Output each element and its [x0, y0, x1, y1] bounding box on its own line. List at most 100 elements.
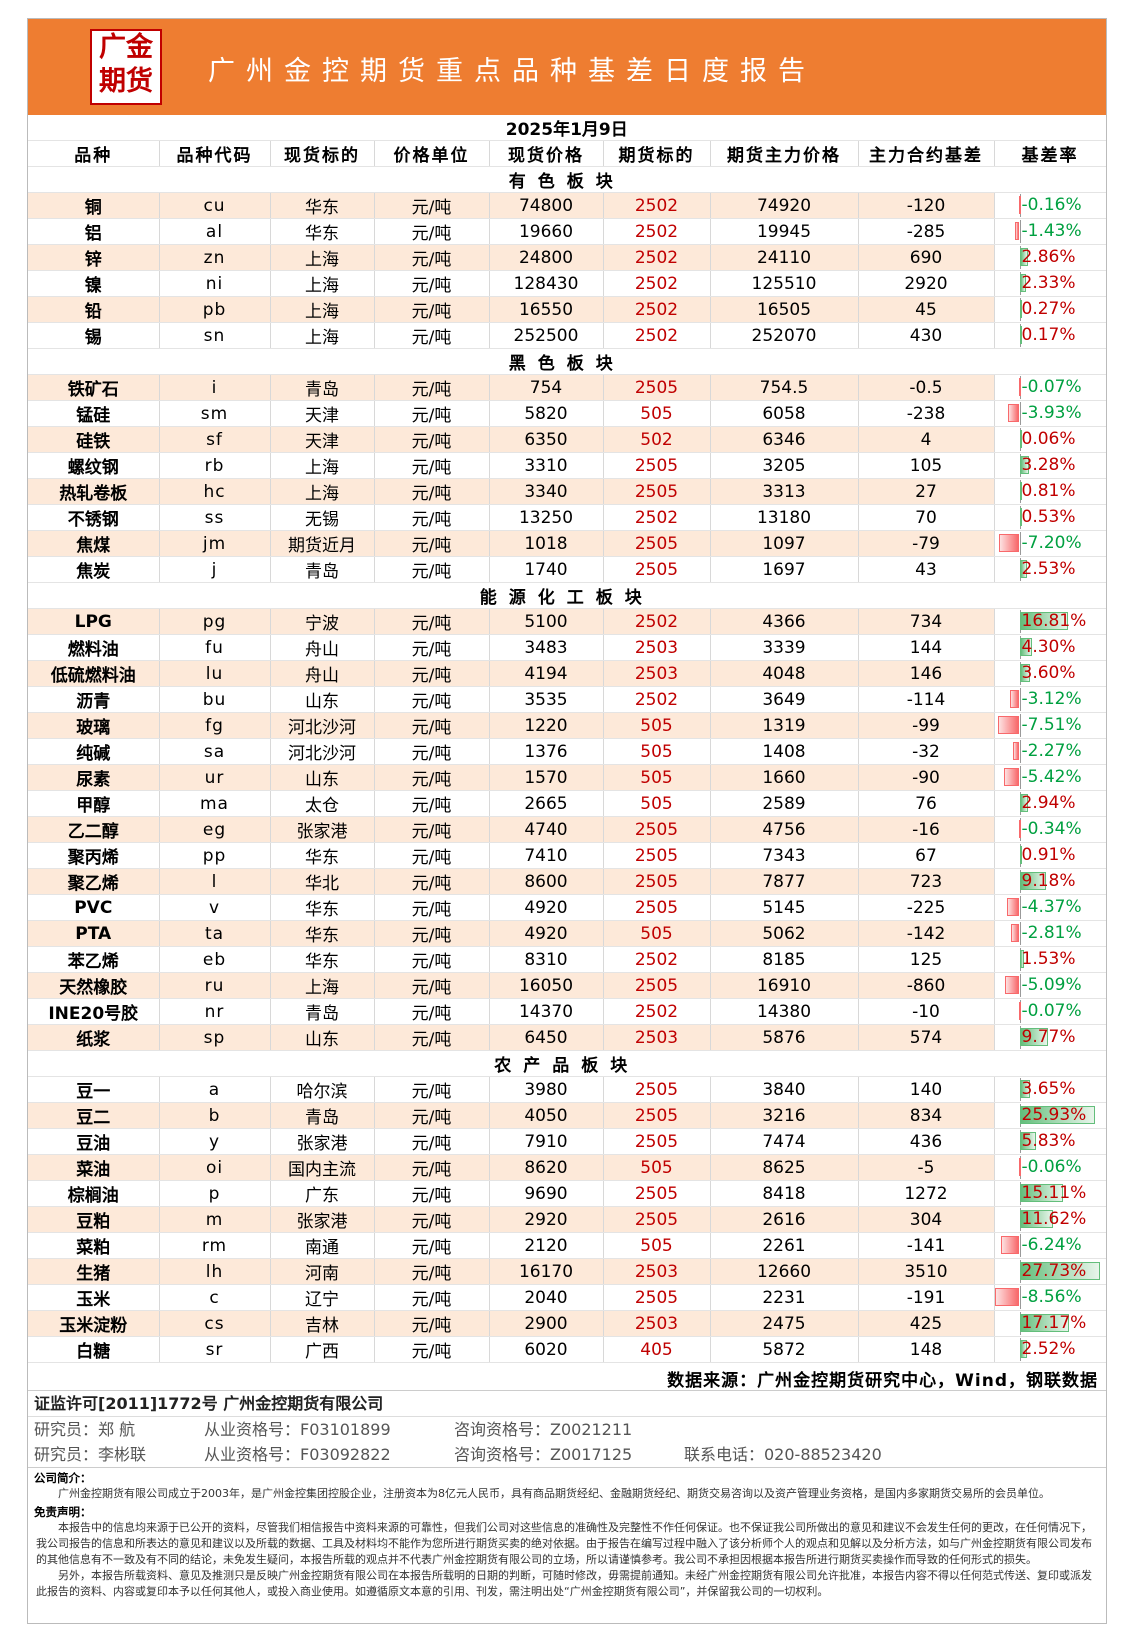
spot-reference: 哈尔滨: [270, 1076, 375, 1103]
data-bar: [1019, 482, 1022, 500]
code: jm: [159, 530, 271, 557]
variety: 棕榈油: [28, 1180, 160, 1207]
futures-contract: 2503: [603, 634, 711, 661]
axis: [1019, 740, 1021, 763]
unit: 元/吨: [374, 374, 490, 401]
code: y: [159, 1128, 271, 1155]
spot-reference: 宁波: [270, 608, 375, 635]
futures-contract: 405: [603, 1336, 711, 1363]
futures-contract: 2502: [603, 686, 711, 713]
basis-rate: -2.27%: [994, 738, 1106, 765]
basis-rate: 16.81%: [994, 608, 1106, 635]
logo: 广金 期货: [90, 29, 162, 105]
futures-contract: 2502: [603, 192, 711, 219]
futures-price: 5145: [710, 894, 859, 921]
basis-rate: 4.30%: [994, 634, 1106, 661]
basis-rate: 0.81%: [994, 478, 1106, 505]
futures-contract: 2505: [603, 842, 711, 869]
code: ma: [159, 790, 271, 817]
spot-price: 4050: [489, 1102, 604, 1129]
basis-rate: -4.37%: [994, 894, 1106, 921]
basis: -225: [858, 894, 995, 921]
spot-price: 6450: [489, 1024, 604, 1051]
code: rm: [159, 1232, 271, 1259]
variety: 豆二: [28, 1102, 160, 1129]
variety: 燃料油: [28, 634, 160, 661]
basis-rate-label: 27.73%: [1021, 1261, 1087, 1281]
basis-rate: 0.17%: [994, 322, 1106, 349]
variety: 焦煤: [28, 530, 160, 557]
futures-price: 1097: [710, 530, 859, 557]
basis: 574: [858, 1024, 995, 1051]
basis-rate: -5.09%: [994, 972, 1106, 999]
data-row: 豆一 a 哈尔滨 元/吨 3980 2505 3840 140 3.65%: [28, 1076, 1106, 1103]
spot-reference: 华东: [270, 842, 375, 869]
title: 广州金控期货重点品种基差日度报告: [208, 56, 816, 87]
spot-price: 1376: [489, 738, 604, 765]
spot-price: 5820: [489, 400, 604, 427]
basis-rate-label: -0.34%: [1021, 819, 1082, 839]
spot-reference: 上海: [270, 322, 375, 349]
basis: 436: [858, 1128, 995, 1155]
data-row: PVC v 华东 元/吨 4920 2505 5145 -225 -4.37%: [28, 894, 1106, 921]
code: eg: [159, 816, 271, 843]
futures-contract: 2503: [603, 660, 711, 687]
variety: LPG: [28, 608, 160, 635]
section-name: 能源化工板块: [28, 582, 1106, 609]
basis-rate-label: 4.30%: [1021, 637, 1076, 657]
data-bar: [1019, 612, 1069, 630]
basis-rate-label: 0.06%: [1021, 429, 1076, 449]
basis-rate-label: -1.43%: [1021, 221, 1082, 241]
intro: 广州金控期货有限公司成立于2003年，是广州金控集团控股企业，注册资本为8亿元人…: [28, 1486, 1106, 1502]
unit: 元/吨: [374, 894, 490, 921]
spot-price: 9690: [489, 1180, 604, 1207]
basis: 144: [858, 634, 995, 661]
spot-price: 1220: [489, 712, 604, 739]
futures-price: 14380: [710, 998, 859, 1025]
basis: 723: [858, 868, 995, 895]
basis-rate-label: -0.06%: [1021, 1157, 1082, 1177]
variety: 豆粕: [28, 1206, 160, 1233]
data-bar: [1019, 508, 1022, 526]
section-row: 有色板块: [28, 166, 1106, 193]
futures-price: 4048: [710, 660, 859, 687]
unit: 元/吨: [374, 634, 490, 661]
futures-contract: 2505: [603, 1102, 711, 1129]
basis: 70: [858, 504, 995, 531]
axis: [1019, 532, 1021, 555]
futures-contract: 505: [603, 1232, 711, 1259]
spot-reference: 山东: [270, 686, 375, 713]
basis: 148: [858, 1336, 995, 1363]
basis: -860: [858, 972, 995, 999]
variety: 铁矿石: [28, 374, 160, 401]
data-row: 棕榈油 p 广东 元/吨 9690 2505 8418 1272 15.11%: [28, 1180, 1106, 1207]
section-row: 黑色板块: [28, 348, 1106, 375]
basis: 430: [858, 322, 995, 349]
unit: 元/吨: [374, 1258, 490, 1285]
spot-reference: 国内主流: [270, 1154, 375, 1181]
code: oi: [159, 1154, 271, 1181]
basis-rate-label: 3.60%: [1021, 663, 1076, 683]
basis-rate: 2.33%: [994, 270, 1106, 297]
basis-rate: 2.86%: [994, 244, 1106, 271]
spot-reference: 吉林: [270, 1310, 375, 1337]
section-row: 能源化工板块: [28, 582, 1106, 609]
data-bar: [1019, 300, 1022, 318]
futures-contract: 2502: [603, 998, 711, 1025]
variety: 豆油: [28, 1128, 160, 1155]
basis-rate-label: -3.93%: [1021, 403, 1082, 423]
column-header: 价格单位: [374, 140, 490, 167]
spot-price: 3310: [489, 452, 604, 479]
basis: 690: [858, 244, 995, 271]
unit: 元/吨: [374, 1180, 490, 1207]
code: hc: [159, 478, 271, 505]
unit: 元/吨: [374, 1284, 490, 1311]
code: a: [159, 1076, 271, 1103]
spot-reference: 上海: [270, 452, 375, 479]
code: sa: [159, 738, 271, 765]
researcher-field: 联系电话：020-88523420: [684, 1445, 882, 1464]
researcher-field: 咨询资格号：Z0017125: [454, 1445, 633, 1464]
basis: -32: [858, 738, 995, 765]
unit: 元/吨: [374, 686, 490, 713]
basis: -238: [858, 400, 995, 427]
